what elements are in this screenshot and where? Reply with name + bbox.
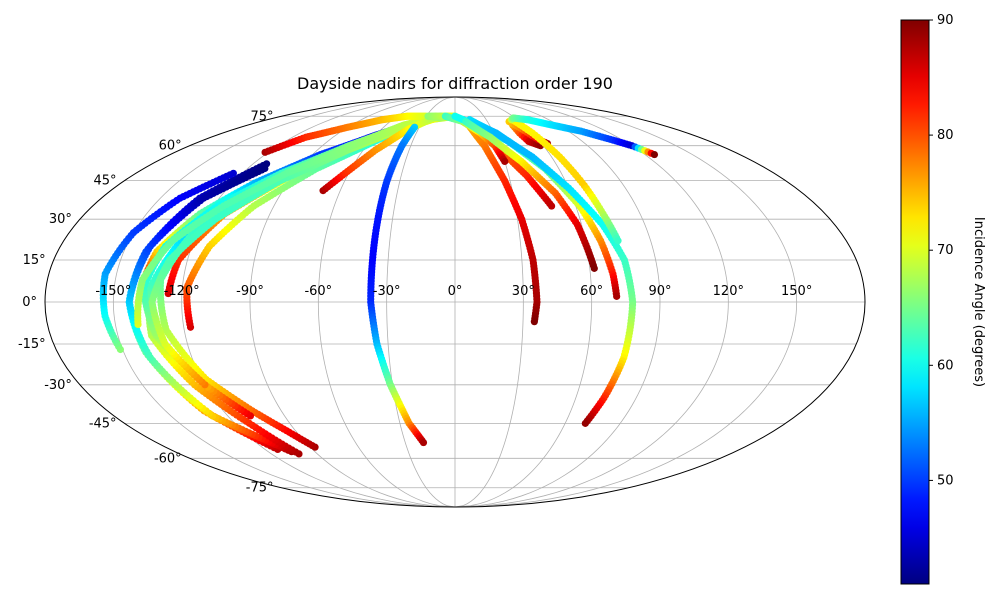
nadir-points <box>99 112 659 458</box>
lon-tick-label: -30° <box>373 284 401 299</box>
colorbar: 50 60 70 80 90 Incidence Angle (degrees) <box>900 13 986 585</box>
lat-tick-label: 30° <box>49 212 72 227</box>
lat-tick-label: -75° <box>246 481 274 496</box>
lat-tick-label: -45° <box>89 416 117 431</box>
colorbar-tick-label: 80 <box>937 128 954 143</box>
graticule-grid <box>45 97 865 507</box>
nadir-point <box>419 438 428 447</box>
nadir-point <box>548 202 556 210</box>
lon-tick-label: 120° <box>713 284 744 299</box>
nadir-point <box>581 419 589 427</box>
lat-tick-label: 45° <box>94 174 117 189</box>
lon-tick-label: 60° <box>580 284 603 299</box>
nadir-point <box>261 164 269 173</box>
lat-tick-label: 60° <box>159 139 182 154</box>
lat-tick-label: 0° <box>22 295 37 310</box>
nadir-point <box>613 292 621 300</box>
lon-tick-label: -60° <box>304 284 332 299</box>
nadir-point <box>530 318 538 326</box>
nadir-point <box>590 264 598 272</box>
lat-tick-label: -60° <box>154 451 182 466</box>
lon-tick-label: -120° <box>164 284 200 299</box>
nadir-point <box>229 169 237 177</box>
colorbar-tick-label: 70 <box>937 243 954 258</box>
nadir-point <box>501 157 509 166</box>
lon-tick-label: -90° <box>236 284 264 299</box>
colorbar-tick-label: 50 <box>937 473 954 488</box>
lon-tick-label: -150° <box>95 284 131 299</box>
chart-title: Dayside nadirs for diffraction order 190 <box>297 74 613 93</box>
colorbar-tick-label: 60 <box>937 358 954 373</box>
map-outline <box>44 96 866 508</box>
colorbar-tick-label: 90 <box>937 13 954 28</box>
lon-tick-label: 90° <box>648 284 671 299</box>
lat-tick-label: 15° <box>23 253 46 268</box>
lon-tick-label: 30° <box>512 284 535 299</box>
colorbar-ticks: 50 60 70 80 90 <box>929 13 954 488</box>
longitude-tick-labels: -150° -120° -90° -60° -30° 0° 30° 60° 90° 120° 150… <box>95 284 812 299</box>
lon-tick-label: 150° <box>781 284 812 299</box>
nadir-point <box>614 237 622 245</box>
colorbar-label: Incidence Angle (degrees) <box>971 217 986 387</box>
lon-tick-label: 0° <box>448 284 463 299</box>
colorbar-scale <box>900 19 930 585</box>
lat-tick-label: 75° <box>250 109 273 124</box>
lat-tick-label: -15° <box>18 337 46 352</box>
nadir-point <box>650 150 659 159</box>
lat-tick-label: -30° <box>44 378 72 393</box>
